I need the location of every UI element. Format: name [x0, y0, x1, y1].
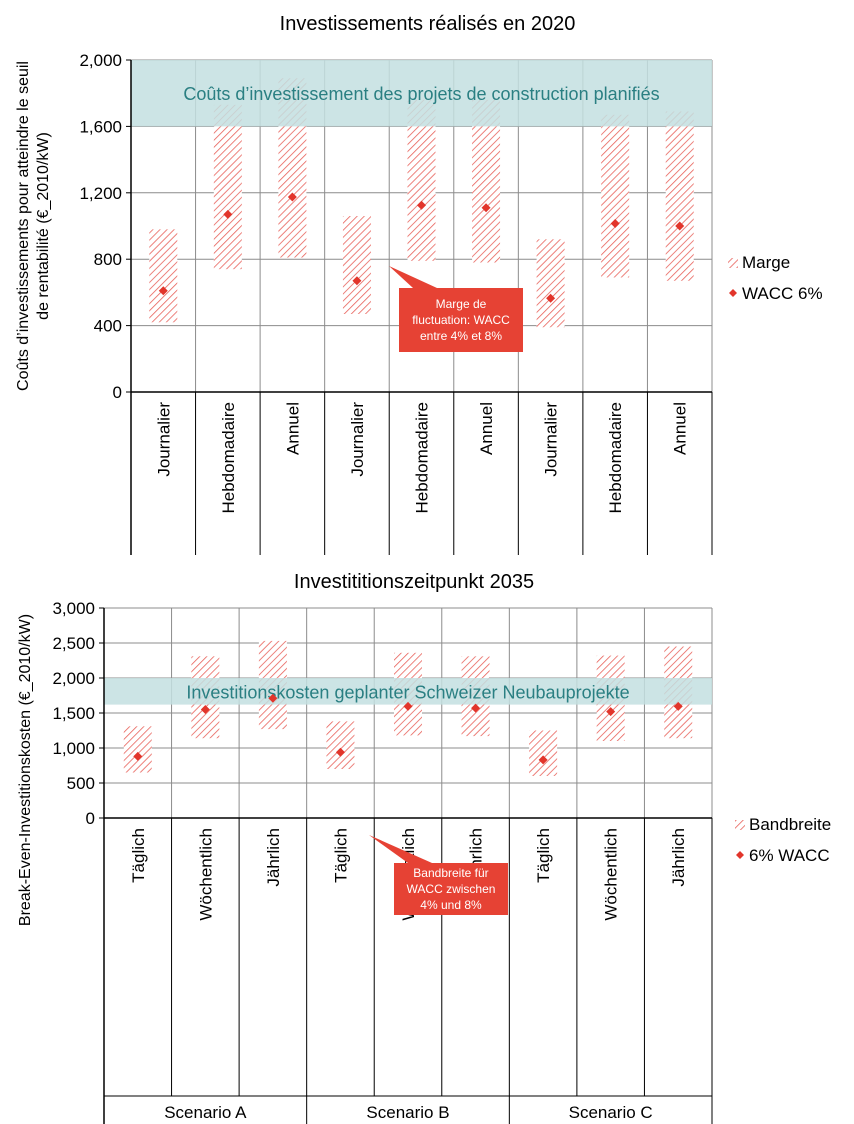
- x-tick-label: Annuel: [671, 402, 690, 455]
- data-point: [417, 200, 426, 210]
- data-point: [675, 221, 685, 231]
- x-tick-label: Jährlich: [264, 828, 283, 887]
- data-point: [538, 755, 548, 765]
- callout-text: entre 4% et 8%: [420, 329, 502, 343]
- callout-text: Bandbreite für: [413, 866, 488, 880]
- range-bar: [123, 726, 152, 773]
- reference-band-label: Investitionskosten geplanter Schweizer N…: [186, 682, 629, 702]
- group-label: Scenario C: [569, 1103, 653, 1122]
- x-tick-label: Journalier: [542, 402, 561, 477]
- data-point: [287, 192, 297, 202]
- x-tick-label: Hebdomadaire: [219, 402, 238, 514]
- x-tick-label: Jährlich: [669, 828, 688, 887]
- y-tick-label: 800: [94, 250, 122, 269]
- y-tick-label: 2,000: [79, 51, 122, 70]
- y-axis-label: Break-Even-Investitionskosten (€_2010/kW…: [17, 614, 34, 926]
- range-bar: [601, 114, 630, 278]
- callout-text: 4% und 8%: [420, 898, 482, 912]
- x-tick-label: Wöchentlich: [602, 828, 621, 921]
- reference-band: [104, 678, 712, 705]
- data-point: [546, 293, 556, 303]
- legend-swatch-point: [736, 851, 744, 859]
- y-tick-label: 400: [94, 317, 122, 336]
- x-tick-label: Annuel: [477, 402, 496, 455]
- y-tick-label: 500: [67, 774, 95, 793]
- data-point: [471, 703, 481, 713]
- chart-title: Investititionszeitpunkt 2035: [294, 571, 534, 593]
- callout-box: [399, 288, 523, 352]
- x-tick-label: Wöchentlich: [196, 828, 215, 921]
- y-axis-label: de rentabilité (€_2010/kW): [35, 132, 52, 320]
- legend-label: Bandbreite: [749, 815, 831, 834]
- data-point: [673, 701, 683, 711]
- x-tick-label: Täglich: [129, 828, 148, 883]
- range-bar: [149, 229, 178, 323]
- x-tick-label: Journalier: [348, 402, 367, 477]
- data-point: [223, 209, 233, 219]
- chart-title: Investissements réalisés en 2020: [280, 13, 576, 35]
- x-tick-label: Täglich: [534, 828, 553, 883]
- legend-swatch-range: [735, 820, 745, 830]
- y-tick-label: 3,000: [52, 599, 95, 618]
- legend-swatch-range: [728, 258, 738, 268]
- legend-label: 6% WACC: [749, 846, 830, 865]
- y-tick-label: 1,000: [52, 739, 95, 758]
- data-point: [606, 707, 616, 717]
- range-bar: [536, 239, 565, 328]
- group-label: Scenario A: [164, 1103, 247, 1122]
- legend-label: WACC 6%: [742, 284, 823, 303]
- callout-text: fluctuation: WACC: [412, 313, 510, 327]
- range-bar: [213, 104, 242, 270]
- y-tick-label: 1,200: [79, 184, 122, 203]
- data-point: [335, 747, 345, 757]
- x-tick-label: Hebdomadaire: [413, 402, 432, 514]
- data-point: [352, 276, 362, 286]
- y-axis-label: Coûts d’investissements pour atteindre l…: [15, 61, 32, 391]
- callout-text: Marge de: [436, 297, 487, 311]
- range-bar: [665, 111, 694, 281]
- range-bar: [472, 99, 501, 263]
- data-point: [403, 701, 413, 711]
- group-label: Scenario B: [366, 1103, 449, 1122]
- legend-label: Marge: [742, 253, 790, 272]
- data-point: [481, 203, 491, 213]
- reference-band: [131, 60, 712, 127]
- callout-box: [394, 863, 508, 915]
- x-tick-label: Journalier: [154, 402, 173, 477]
- x-tick-label: Hebdomadaire: [606, 402, 625, 514]
- reference-band-label: Coûts d’investissement des projets de co…: [183, 84, 659, 104]
- data-point: [268, 693, 278, 703]
- y-tick-label: 0: [113, 383, 122, 402]
- y-tick-label: 2,000: [52, 669, 95, 688]
- data-point: [158, 286, 168, 296]
- y-tick-label: 2,500: [52, 634, 95, 653]
- data-point: [610, 219, 620, 229]
- range-bar: [529, 730, 558, 776]
- y-tick-label: 1,500: [52, 704, 95, 723]
- callout-text: WACC zwischen: [407, 882, 496, 896]
- y-tick-label: 0: [86, 809, 95, 828]
- x-tick-label: Annuel: [283, 402, 302, 455]
- data-point: [200, 705, 210, 714]
- data-point: [133, 751, 143, 761]
- callout-pointer: [389, 266, 437, 288]
- y-tick-label: 1,600: [79, 117, 122, 136]
- x-tick-label: Täglich: [331, 828, 350, 883]
- legend-swatch-point: [729, 289, 737, 297]
- range-bar: [342, 216, 371, 314]
- range-bar: [407, 99, 436, 261]
- callout-pointer: [369, 835, 432, 863]
- range-bar: [326, 721, 355, 769]
